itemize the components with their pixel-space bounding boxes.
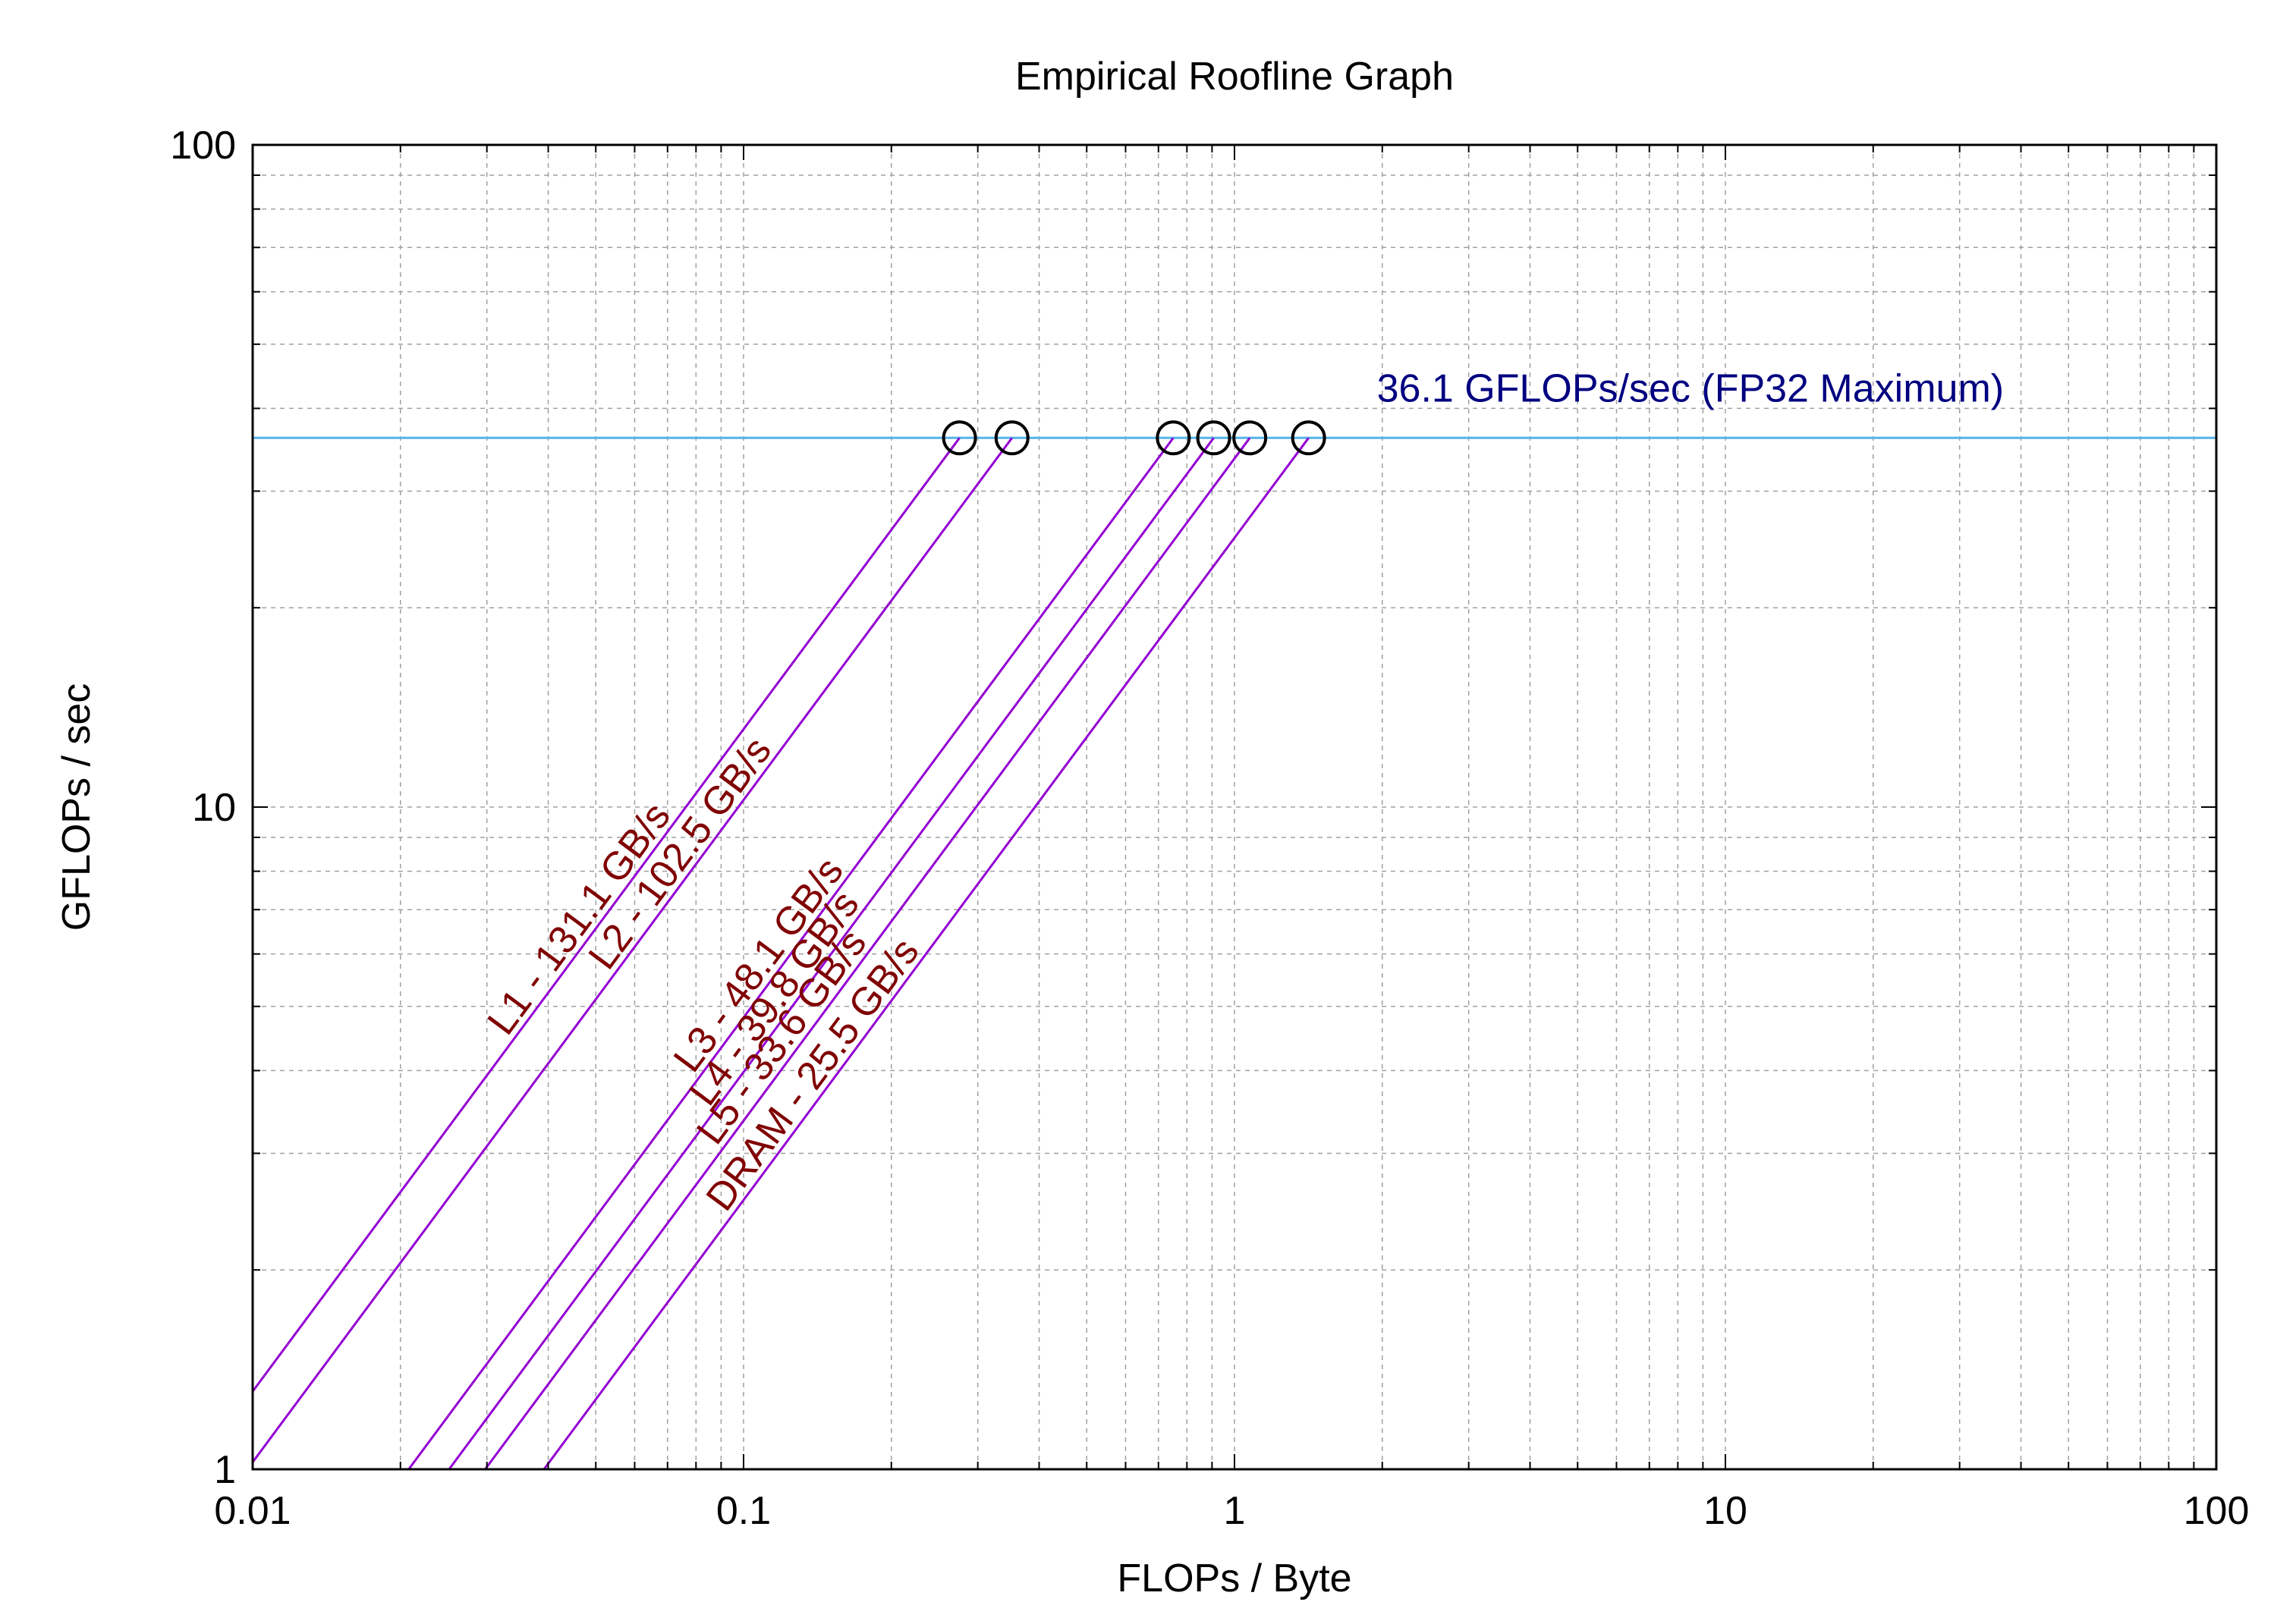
ridge-point-marker [1232,420,1268,456]
y-tick-label: 1 [214,1448,236,1492]
y-axis-label: GFLOPs / sec [55,683,99,931]
x-tick-label: 0.01 [214,1489,291,1533]
ridge-point-marker [1196,420,1231,456]
series-layer [251,436,2216,1470]
ridge-point-marker [994,420,1030,456]
bandwidth-line [251,437,961,1393]
chart-title: Empirical Roofline Graph [1015,55,1454,99]
y-tick-label: 10 [192,786,236,830]
y-tick-label: 100 [170,124,236,168]
ridge-point-marker [1291,420,1326,456]
x-axis-label: FLOPs / Byte [1117,1556,1351,1600]
marker-layer [942,420,1326,456]
x-tick-label: 1 [1224,1489,1246,1533]
x-tick-label: 10 [1703,1489,1747,1533]
bandwidth-line [448,437,1215,1470]
tick-layer: 0.01 0.1 1 10 100 1 10 100 [170,124,2249,1533]
ridge-point-marker [1156,420,1191,456]
x-tick-label: 0.1 [716,1489,771,1533]
peak-label: 36.1 GFLOPs/sec (FP32 Maximum) [1377,366,2004,410]
grid-layer [253,145,2216,1469]
bandwidth-line [251,437,1013,1463]
ridge-point-marker [942,420,977,456]
x-tick-label: 100 [2184,1489,2250,1533]
bandwidth-line [543,437,1310,1470]
bandwidth-line [407,437,1175,1470]
bandwidth-line [484,437,1251,1470]
